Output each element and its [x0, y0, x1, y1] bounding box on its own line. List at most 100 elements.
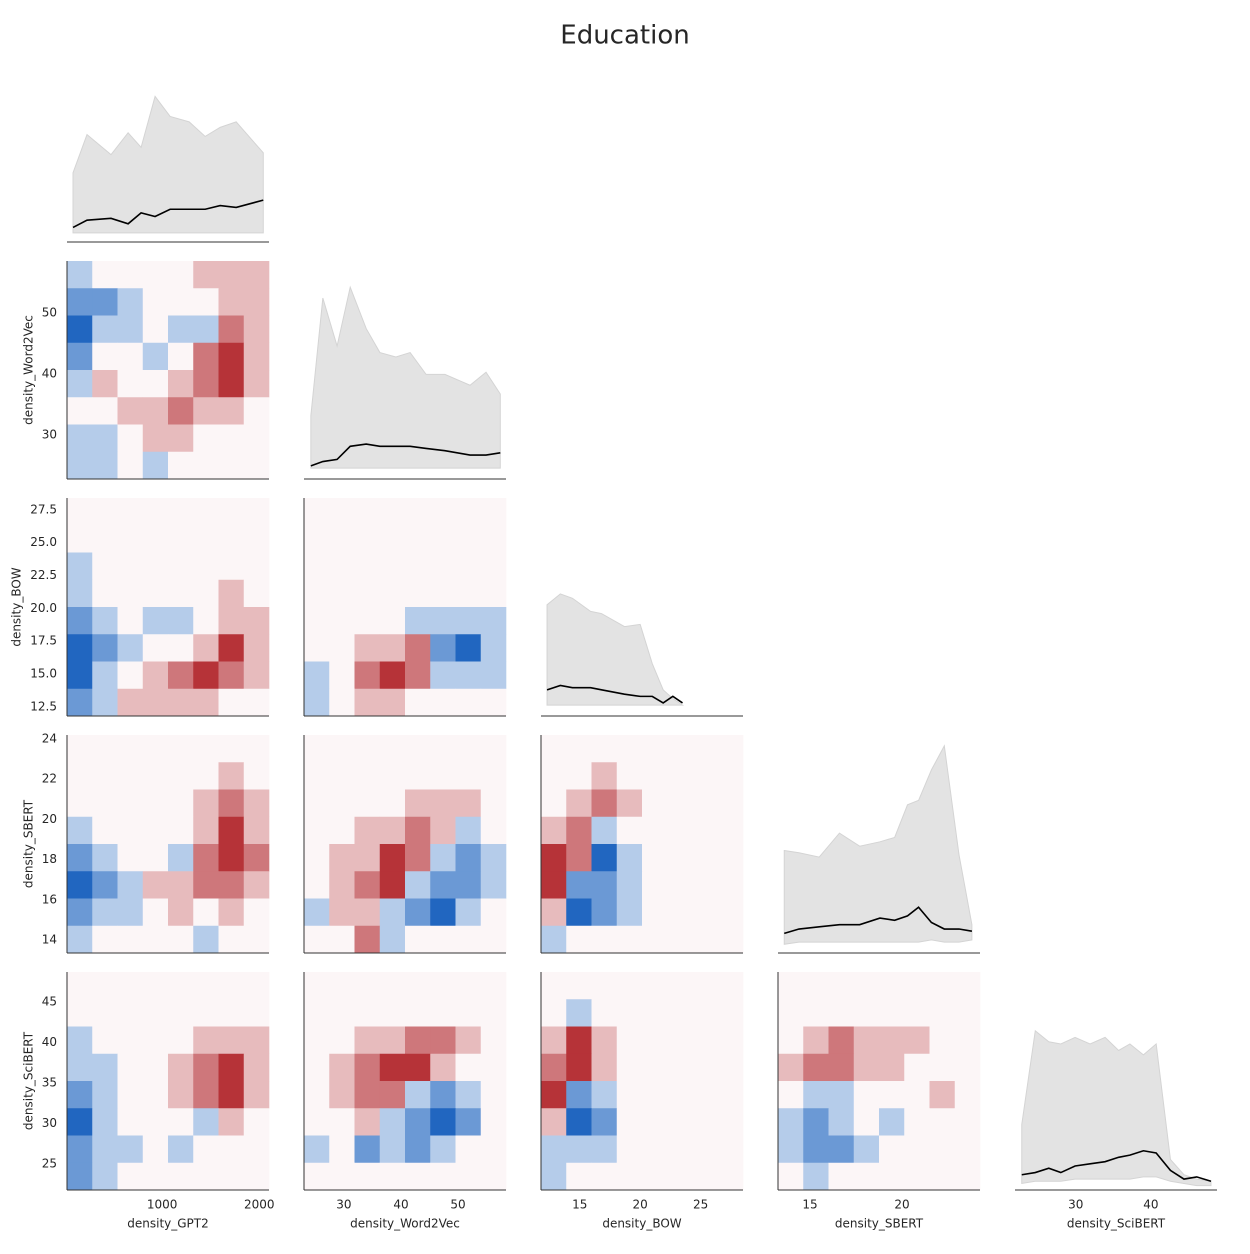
- heatmap-cell: [243, 261, 270, 289]
- heatmap-cell: [828, 999, 855, 1027]
- heatmap-cell: [566, 1135, 592, 1164]
- heatmap-cell: [218, 844, 245, 872]
- heatmap-cell: [954, 1026, 981, 1055]
- y-axis-label: density_BOW: [10, 567, 24, 646]
- heatmap-cell: [243, 1135, 270, 1164]
- heatmap-cell: [67, 999, 93, 1027]
- heatmap-cell: [480, 898, 507, 927]
- heatmap-cell: [904, 1162, 930, 1191]
- heatmap-cell: [480, 871, 507, 899]
- heatmap-cell: [717, 1053, 744, 1082]
- heatmap-cell: [354, 871, 381, 899]
- heatmap-cell: [954, 1108, 981, 1136]
- heatmap-cell: [218, 498, 245, 526]
- heatmap-cell: [642, 844, 668, 872]
- heatmap-cell: [591, 898, 618, 927]
- heatmap-cell: [354, 607, 381, 635]
- heatmap-cell: [243, 1026, 270, 1055]
- heatmap-cell: [243, 288, 270, 316]
- heatmap-cell: [929, 972, 956, 1000]
- heatmap-cell: [117, 1081, 144, 1109]
- heatmap-cell: [168, 342, 194, 371]
- heatmap-cell: [67, 1081, 93, 1109]
- heatmap-cell: [455, 1108, 482, 1136]
- heatmap-cell: [692, 844, 719, 872]
- heatmap-cell: [218, 261, 245, 289]
- heatmap-cell: [92, 789, 118, 818]
- heatmap-cell: [67, 661, 93, 690]
- heatmap-cell: [455, 762, 482, 790]
- heatmap-cell: [642, 1135, 668, 1164]
- heatmap-cell: [218, 634, 245, 662]
- heatmap-cell: [455, 688, 482, 717]
- heatmap-cell: [667, 1135, 693, 1164]
- heatmap-cell: [541, 844, 567, 872]
- heatmap-cell: [117, 661, 144, 690]
- x-tick-label: 25: [693, 1198, 708, 1212]
- heatmap-cell: [168, 288, 194, 316]
- heatmap-cell: [828, 972, 855, 1000]
- heatmap-cell: [405, 1081, 431, 1109]
- heatmap-cell: [541, 871, 567, 899]
- heatmap-cell: [828, 1162, 855, 1191]
- heatmap-cell: [218, 397, 245, 425]
- heatmap-cell: [778, 1135, 804, 1164]
- heatmap-cell: [591, 925, 618, 954]
- heatmap-cell: [692, 1053, 719, 1082]
- heatmap-cell: [430, 552, 456, 581]
- heatmap-cell: [541, 1108, 567, 1136]
- heatmap-cell: [717, 1108, 744, 1136]
- heatmap-cell: [642, 898, 668, 927]
- heatmap-cell: [329, 579, 355, 608]
- heatmap-cell: [692, 871, 719, 899]
- heatmap-cell: [67, 315, 93, 344]
- heatmap-cell: [354, 688, 381, 717]
- heatmap-cell: [717, 925, 744, 954]
- heatmap-cell: [92, 397, 118, 425]
- heatmap-cell: [616, 844, 643, 872]
- heatmap-cell: [92, 661, 118, 690]
- heatmap-cell: [304, 579, 330, 608]
- x-tick-label: 2000: [244, 1198, 275, 1212]
- heatmap-cell: [168, 844, 194, 872]
- heatmap-cell: [193, 1135, 219, 1164]
- y-tick-label: 12.5: [30, 699, 57, 713]
- heatmap-cell: [304, 498, 330, 526]
- heatmap-cell: [329, 525, 355, 553]
- heatmap-cell: [642, 1081, 668, 1109]
- heatmap-cell: [929, 1162, 956, 1191]
- heatmap-cell: [117, 634, 144, 662]
- heatmap-cell: [717, 898, 744, 927]
- heatmap-cell: [142, 261, 169, 289]
- heatmap-cell: [243, 579, 270, 608]
- heatmap-cell: [379, 498, 406, 526]
- heatmap-cell: [566, 925, 592, 954]
- heatmap-cell: [480, 579, 507, 608]
- heatmap-cell: [354, 1108, 381, 1136]
- heatmap-cell: [480, 1108, 507, 1136]
- heatmap-cell: [430, 735, 456, 763]
- x-tick-label: 50: [450, 1198, 465, 1212]
- heatmap-cell: [218, 816, 245, 845]
- heatmap-cell: [480, 525, 507, 553]
- heatmap-cell: [193, 261, 219, 289]
- heatmap-cell: [329, 1026, 355, 1055]
- heatmap-cell: [329, 844, 355, 872]
- heatmap-cell: [405, 999, 431, 1027]
- heatmap-cell: [667, 999, 693, 1027]
- heatmap-cell: [142, 424, 169, 453]
- heatmap-cell: [667, 1026, 693, 1055]
- heatmap-cell: [218, 789, 245, 818]
- heatmap-cell: [92, 634, 118, 662]
- heatmap-cell: [455, 871, 482, 899]
- heatmap-cell: [616, 871, 643, 899]
- heatmap-cell: [405, 1108, 431, 1136]
- heatmap-cell: [430, 1081, 456, 1109]
- heatmap-cell: [692, 735, 719, 763]
- heatmap-cell: [379, 844, 406, 872]
- heatmap-cell: [193, 789, 219, 818]
- heatmap-cell: [218, 735, 245, 763]
- heatmap-cell: [329, 498, 355, 526]
- heatmap-cell: [455, 525, 482, 553]
- heatmap-cell: [455, 634, 482, 662]
